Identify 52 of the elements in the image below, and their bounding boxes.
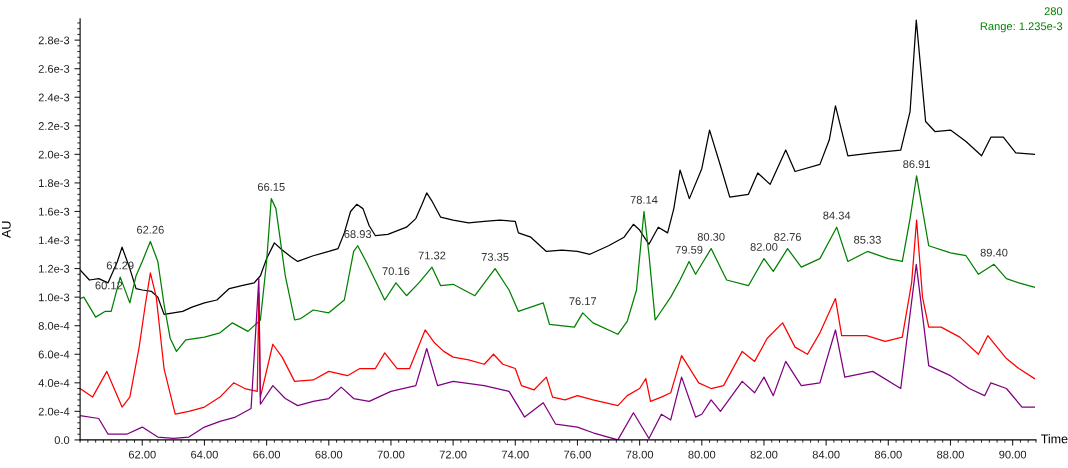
y-tick-label: 1.0e-3 bbox=[39, 293, 70, 302]
y-tick-label: 2.4e-3 bbox=[38, 93, 70, 102]
annotation: 73.35 bbox=[481, 252, 509, 261]
annotation: 89.40 bbox=[980, 248, 1008, 257]
x-tick-label: 62.00 bbox=[128, 450, 156, 459]
annotation: 76.17 bbox=[569, 297, 597, 306]
line-series bbox=[80, 219, 1036, 415]
annotation: 78.14 bbox=[630, 195, 658, 204]
y-tick-label: 2.0e-4 bbox=[38, 407, 70, 416]
annotation: 68.93 bbox=[344, 230, 372, 238]
annotation: 66.15 bbox=[257, 183, 285, 191]
y-tick-label: 8.0e-4 bbox=[38, 321, 70, 330]
y-axis-title: AU bbox=[1, 221, 11, 238]
annotation: 86.91 bbox=[903, 160, 930, 169]
annotation: 82.00 bbox=[750, 242, 778, 251]
y-tick-label: 0.0 bbox=[54, 436, 70, 445]
x-tick-label: 66.00 bbox=[253, 450, 281, 459]
x-tick-label: 82.00 bbox=[750, 450, 778, 459]
x-tick-label: 80.00 bbox=[688, 450, 716, 459]
annotation: 82.76 bbox=[774, 232, 802, 241]
x-tick-label: 70.00 bbox=[377, 450, 405, 459]
y-tick-label: 2.2e-3 bbox=[38, 122, 70, 130]
line-series bbox=[80, 175, 1036, 353]
annotation: 70.16 bbox=[382, 267, 410, 276]
annotation: 79.59 bbox=[675, 245, 703, 254]
x-tick-label: 76.00 bbox=[564, 450, 591, 459]
annotation: 80.30 bbox=[697, 232, 725, 241]
x-tick-label: 64.00 bbox=[191, 450, 218, 459]
y-tick-label: 2.6e-3 bbox=[38, 64, 70, 73]
y-tick-label: 1.8e-3 bbox=[39, 179, 70, 188]
x-tick-label: 88.00 bbox=[937, 450, 964, 459]
y-tick-label: 1.6e-3 bbox=[39, 207, 70, 216]
y-tick-label: 1.4e-3 bbox=[39, 236, 70, 245]
y-tick-label: 2.8e-3 bbox=[38, 36, 70, 45]
x-tick-label: 90.00 bbox=[999, 450, 1027, 459]
annotation: 71.32 bbox=[418, 251, 446, 260]
text: 280 bbox=[1044, 7, 1063, 16]
annotation: 85.33 bbox=[854, 235, 881, 244]
x-tick-label: 68.00 bbox=[315, 450, 343, 459]
y-tick-label: 6.0e-4 bbox=[38, 350, 70, 359]
x-tick-label: 84.00 bbox=[812, 450, 840, 459]
y-tick-label: 1.2e-3 bbox=[39, 264, 70, 273]
y-tick-label: 4.0e-4 bbox=[38, 379, 70, 387]
y-tick-label: 2.0e-3 bbox=[38, 150, 70, 159]
x-tick-label: 72.00 bbox=[439, 450, 467, 459]
x-tick-label: 78.00 bbox=[626, 450, 654, 459]
annotation: 62.26 bbox=[137, 225, 164, 234]
x-axis-title: Time bbox=[1041, 434, 1068, 444]
annotation: Range: 1.235e-3 bbox=[980, 22, 1063, 33]
x-tick-label: 74.00 bbox=[501, 450, 529, 459]
x-tick-label: 86.00 bbox=[874, 450, 902, 459]
annotation: 84.34 bbox=[823, 211, 851, 220]
